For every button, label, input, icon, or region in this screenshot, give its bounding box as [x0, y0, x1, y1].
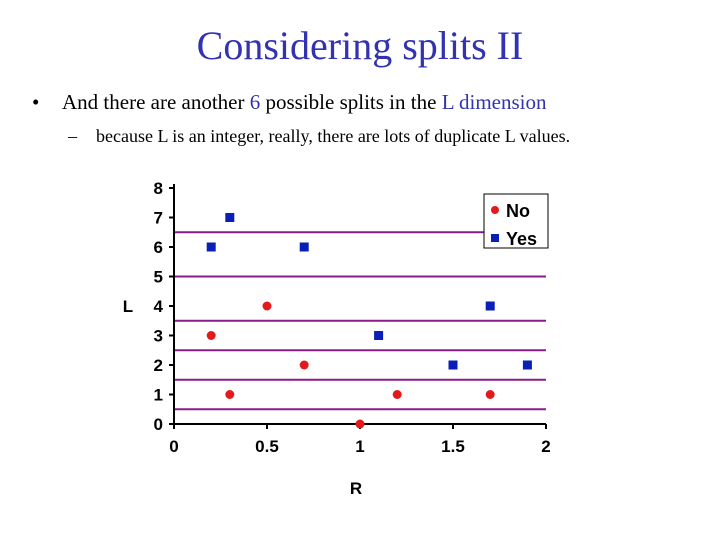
data-point-no: [485, 390, 495, 399]
slide-title: Considering splits II: [196, 23, 524, 68]
bullet-highlight-dimension: L dimension: [441, 90, 547, 114]
sub-bullet-text: because L is an integer, really, there a…: [96, 126, 571, 146]
x-tick-label: 0.5: [255, 437, 279, 456]
y-tick-label: 2: [154, 356, 163, 375]
data-point-yes: [374, 331, 384, 340]
data-point-yes: [299, 242, 309, 252]
data-point-no: [355, 419, 365, 429]
data-point-no: [225, 390, 235, 399]
legend-label-yes: Yes: [506, 229, 537, 249]
x-tick-label: 1: [355, 437, 364, 456]
bullet-point: • And there are another 6 possible splits…: [32, 90, 546, 115]
y-tick-label: 1: [154, 386, 163, 405]
y-tick-label: 3: [154, 327, 163, 346]
y-tick-label: 4: [154, 297, 164, 316]
data-point-yes: [522, 360, 532, 370]
data-point-no: [392, 390, 402, 399]
y-tick-label: 0: [154, 415, 163, 434]
scatter-chart: 0 1 2 3 4 5 6 7 8 0 0.5 1 1.5 2 R L No Yes: [123, 179, 551, 498]
data-point-no: [206, 331, 216, 340]
data-point-yes: [448, 360, 458, 370]
data-point-no: [299, 360, 309, 370]
legend-label-no: No: [506, 201, 530, 221]
bullet-text-2: possible splits in the: [265, 90, 437, 114]
data-point-no: [262, 301, 272, 311]
sub-bullet-point: – because L is an integer, really, there …: [68, 126, 570, 147]
y-tick-label: 7: [154, 209, 163, 228]
sub-bullet-marker: –: [68, 126, 77, 146]
y-axis-label: L: [123, 297, 133, 316]
x-tick-label: 1.5: [441, 437, 465, 456]
x-tick-label: 0: [169, 437, 178, 456]
y-tick-label: 6: [154, 238, 163, 257]
data-point-yes: [206, 242, 216, 252]
legend-marker-no: [491, 206, 499, 214]
data-point-yes: [485, 301, 495, 311]
bullet-text-1: And there are another: [62, 90, 245, 114]
x-axis-label: R: [350, 479, 362, 498]
bullet-marker: •: [32, 90, 40, 114]
legend-marker-yes: [491, 234, 499, 242]
bullet-highlight-number: 6: [249, 90, 261, 114]
x-tick-label: 2: [541, 437, 550, 456]
y-tick-label: 5: [154, 268, 163, 287]
data-point-yes: [225, 213, 235, 222]
y-tick-label: 8: [154, 179, 163, 198]
